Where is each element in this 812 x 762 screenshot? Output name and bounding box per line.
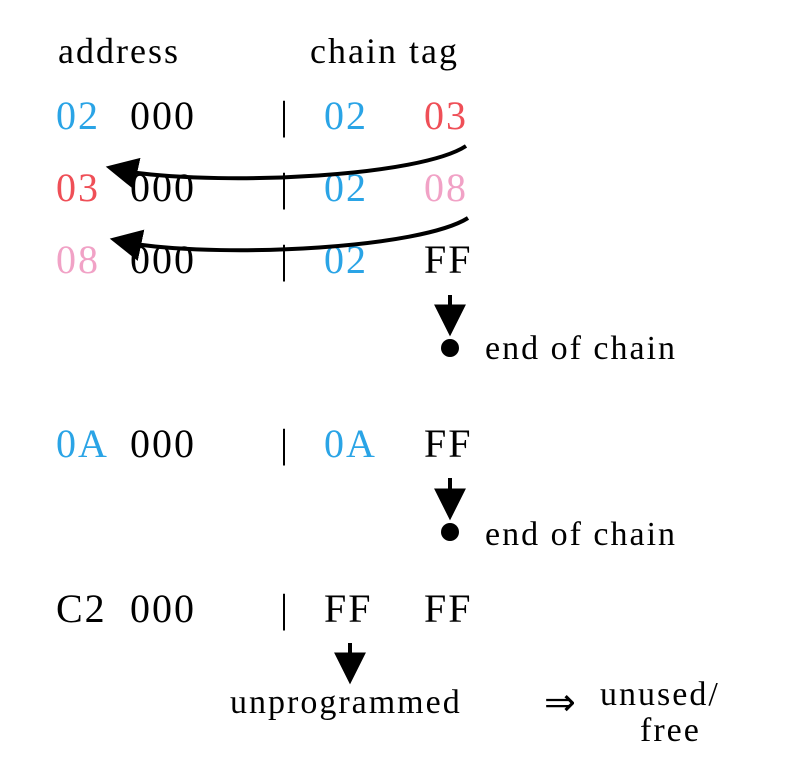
r2-addr-zeros: 000: [130, 164, 196, 211]
r2-addr-prefix: 03: [56, 164, 100, 211]
arrows-overlay: [0, 0, 812, 762]
r5-chain: FF: [324, 585, 373, 632]
r4-pipe: |: [280, 420, 290, 467]
annot-free: free: [640, 712, 701, 750]
r1-addr-zeros: 000: [130, 92, 196, 139]
r4-addr-prefix: 0A: [56, 420, 109, 467]
diagram-stage: address chain tag 02 000 | 02 03 03 000 …: [0, 0, 812, 762]
annot-end-of-chain-1: end of chain: [485, 330, 677, 368]
end-dot-2: [441, 523, 459, 541]
arrow-implies-icon: ⇒: [544, 680, 578, 725]
annot-end-of-chain-2: end of chain: [485, 516, 677, 554]
r4-chain: 0A: [324, 420, 377, 467]
r2-chain: 02: [324, 164, 368, 211]
r1-chain: 02: [324, 92, 368, 139]
r5-pipe: |: [280, 585, 290, 632]
r1-tag: 03: [424, 92, 468, 139]
r4-tag: FF: [424, 420, 473, 467]
r2-tag: 08: [424, 164, 468, 211]
annot-unprogrammed: unprogrammed: [230, 684, 462, 722]
r3-addr-prefix: 08: [56, 236, 100, 283]
r4-addr-zeros: 000: [130, 420, 196, 467]
r3-addr-zeros: 000: [130, 236, 196, 283]
end-dot-1: [441, 339, 459, 357]
r2-pipe: |: [280, 164, 290, 211]
header-chain-tag: chain tag: [310, 30, 459, 72]
r1-addr-prefix: 02: [56, 92, 100, 139]
r5-tag: FF: [424, 585, 473, 632]
r3-pipe: |: [280, 236, 290, 283]
r3-chain: 02: [324, 236, 368, 283]
r5-addr-zeros: 000: [130, 585, 196, 632]
header-address: address: [58, 30, 180, 72]
r3-tag: FF: [424, 236, 473, 283]
annot-unused: unused/: [600, 676, 720, 714]
r1-pipe: |: [280, 92, 290, 139]
r5-addr-prefix: C2: [56, 585, 107, 632]
